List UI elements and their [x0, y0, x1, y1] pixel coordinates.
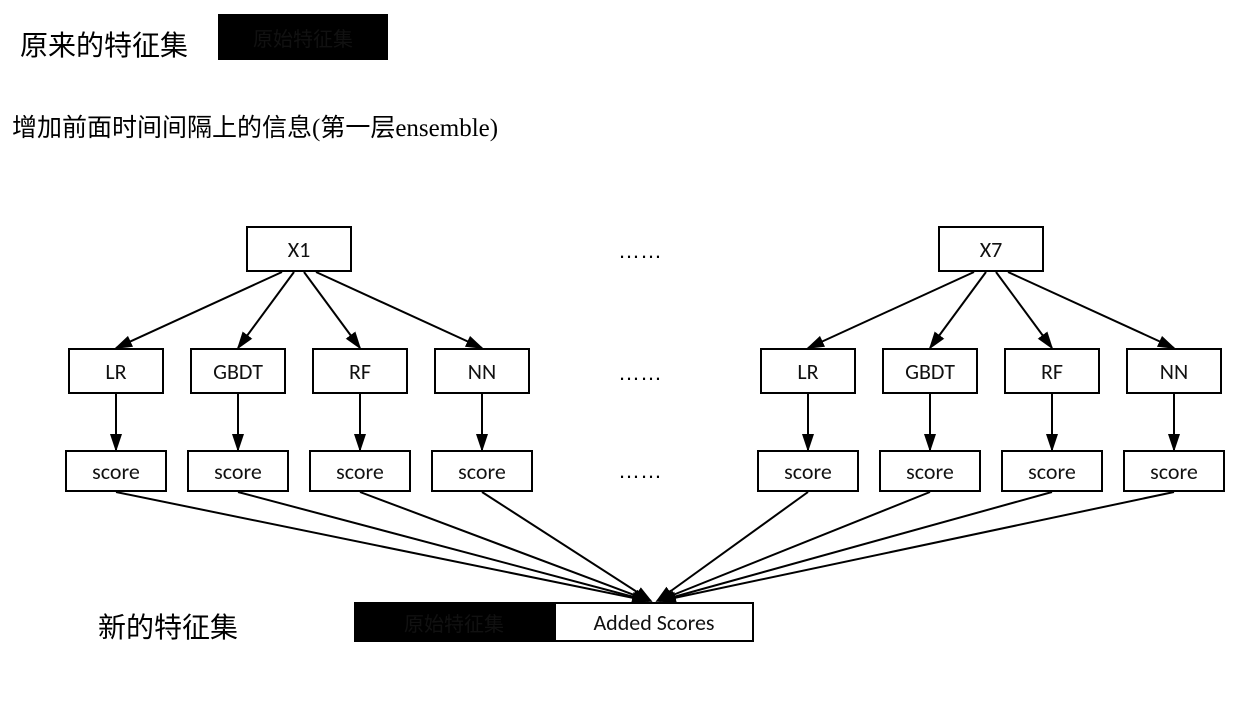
- score-box-right-3: score: [1123, 450, 1225, 492]
- score-box-right-0: score: [757, 450, 859, 492]
- score-box-left-2: score: [309, 450, 411, 492]
- model-box-right-2: RF: [1004, 348, 1100, 394]
- score-box-left-1: score: [187, 450, 289, 492]
- x-node-right: X7: [938, 226, 1044, 272]
- score-ellipsis: ……: [618, 458, 662, 484]
- mid-ellipsis: ……: [618, 360, 662, 386]
- model-box-left-3: NN: [434, 348, 530, 394]
- original-feature-black-box-text: 原始特征集: [253, 23, 353, 52]
- added-scores-box: Added Scores: [554, 602, 754, 642]
- model-box-left-2: RF: [312, 348, 408, 394]
- score-box-left-0: score: [65, 450, 167, 492]
- model-box-right-0: LR: [760, 348, 856, 394]
- top-ellipsis: ……: [618, 238, 662, 264]
- score-box-right-2: score: [1001, 450, 1103, 492]
- model-box-right-1: GBDT: [882, 348, 978, 394]
- score-box-left-3: score: [431, 450, 533, 492]
- x-node-left: X1: [246, 226, 352, 272]
- model-box-right-3: NN: [1126, 348, 1222, 394]
- original-feature-label: 原来的特征集: [20, 24, 188, 64]
- footer-black-box: 原始特征集: [354, 602, 554, 642]
- score-box-right-1: score: [879, 450, 981, 492]
- footer-black-box-text: 原始特征集: [404, 608, 504, 637]
- new-feature-label: 新的特征集: [98, 606, 238, 646]
- subtitle-label: 增加前面时间间隔上的信息(第一层ensemble): [12, 108, 498, 144]
- original-feature-black-box: 原始特征集: [218, 14, 388, 60]
- model-box-left-1: GBDT: [190, 348, 286, 394]
- model-box-left-0: LR: [68, 348, 164, 394]
